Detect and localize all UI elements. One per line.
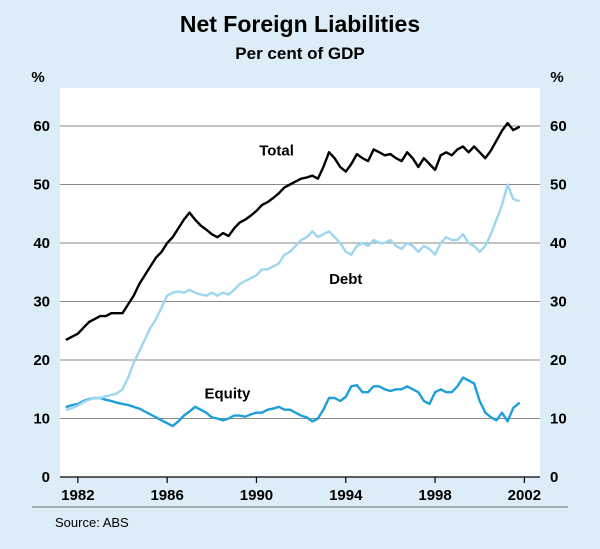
- x-axis: 1982 1986 1990 1994 1998 2002: [60, 476, 541, 504]
- y-tick-left-60: 60: [33, 118, 50, 135]
- percent-unit-left: %: [31, 69, 44, 86]
- y-tick-left-40: 40: [33, 235, 50, 252]
- series-line-total: [65, 121, 520, 341]
- y-tick-right-10: 10: [550, 411, 567, 428]
- source-note: Source: ABS: [55, 515, 129, 530]
- series-line-debt: [65, 183, 520, 411]
- x-tick-label-1986: 1986: [150, 487, 183, 504]
- y-tick-right-30: 30: [550, 294, 567, 311]
- chart-subtitle: Per cent of GDP: [235, 44, 364, 63]
- y-tick-right-40: 40: [550, 235, 567, 252]
- percent-unit-right: %: [550, 69, 563, 86]
- series-label-equity: Equity: [205, 386, 251, 403]
- x-tick-label-1982: 1982: [61, 487, 94, 504]
- y-tick-left-10: 10: [33, 411, 50, 428]
- chart-title: Net Foreign Liabilities: [180, 11, 420, 37]
- x-tick-label-2002: 2002: [508, 487, 541, 504]
- x-tick-label-1994: 1994: [329, 487, 363, 504]
- series-label-total: Total: [259, 142, 294, 159]
- x-tick-label-1990: 1990: [240, 487, 273, 504]
- y-tick-left-0: 0: [42, 469, 50, 486]
- series-inline-labels: Total Debt Equity: [205, 142, 363, 402]
- series-lines: [65, 121, 520, 428]
- y-tick-right-0: 0: [550, 469, 558, 486]
- y-tick-left-20: 20: [33, 352, 50, 369]
- y-axis-labels-left: 0 10 20 30 40 50 60: [33, 118, 50, 486]
- series-label-debt: Debt: [329, 271, 362, 288]
- y-tick-right-50: 50: [550, 177, 567, 194]
- y-tick-right-60: 60: [550, 118, 567, 135]
- y-axis-labels-right: 0 10 20 30 40 50 60: [550, 118, 567, 486]
- x-tick-label-1998: 1998: [418, 487, 451, 504]
- y-tick-left-30: 30: [33, 294, 50, 311]
- gridlines: [60, 125, 540, 420]
- y-tick-right-20: 20: [550, 352, 567, 369]
- y-tick-left-50: 50: [33, 177, 50, 194]
- series-line-equity: [65, 376, 520, 428]
